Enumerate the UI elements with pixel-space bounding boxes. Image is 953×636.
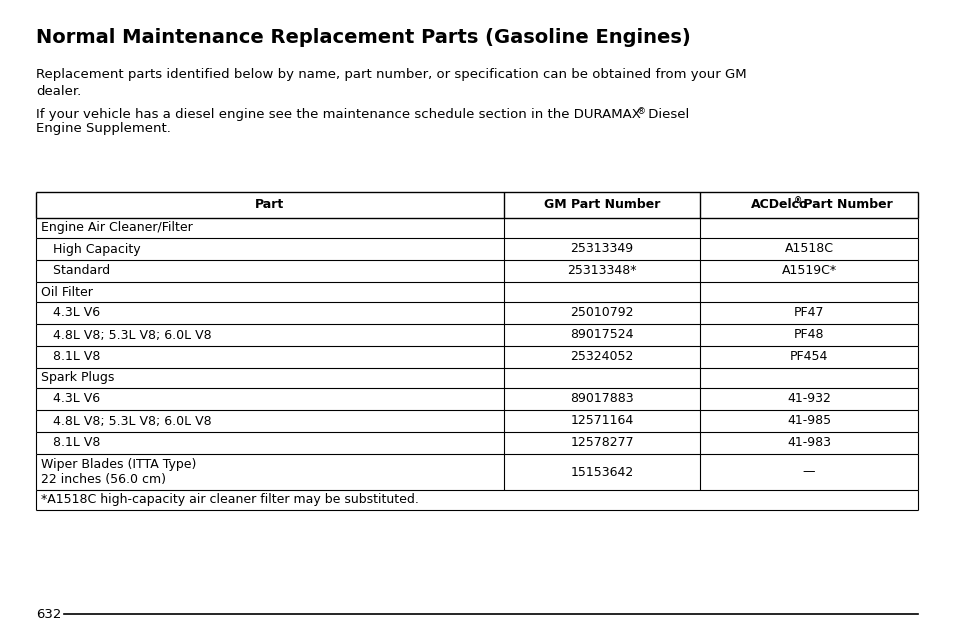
Text: 25010792: 25010792	[570, 307, 633, 319]
Text: 15153642: 15153642	[570, 466, 633, 478]
Text: 4.8L V8; 5.3L V8; 6.0L V8: 4.8L V8; 5.3L V8; 6.0L V8	[41, 329, 212, 342]
Text: 4.3L V6: 4.3L V6	[41, 392, 100, 406]
Text: 12571164: 12571164	[570, 415, 633, 427]
Text: Engine Supplement.: Engine Supplement.	[36, 122, 171, 135]
Text: 41-983: 41-983	[786, 436, 830, 450]
Text: ACDelco: ACDelco	[750, 198, 807, 212]
Text: Part: Part	[255, 198, 284, 212]
Text: Standard: Standard	[41, 265, 110, 277]
Text: PF454: PF454	[789, 350, 827, 364]
Text: *A1518C high-capacity air cleaner filter may be substituted.: *A1518C high-capacity air cleaner filter…	[41, 494, 418, 506]
Text: GM Part Number: GM Part Number	[543, 198, 659, 212]
Text: ®: ®	[793, 197, 801, 205]
Text: 8.1L V8: 8.1L V8	[41, 436, 100, 450]
Text: 25313348*: 25313348*	[567, 265, 636, 277]
Text: ®: ®	[637, 107, 645, 116]
Text: 4.3L V6: 4.3L V6	[41, 307, 100, 319]
Text: 41-985: 41-985	[786, 415, 830, 427]
Text: 25313349: 25313349	[570, 242, 633, 256]
Text: Replacement parts identified below by name, part number, or specification can be: Replacement parts identified below by na…	[36, 68, 746, 98]
Text: Diesel: Diesel	[643, 108, 688, 121]
Text: 12578277: 12578277	[570, 436, 633, 450]
Text: 89017524: 89017524	[570, 329, 633, 342]
Text: PF47: PF47	[793, 307, 823, 319]
Text: 89017883: 89017883	[570, 392, 633, 406]
Text: A1519C*: A1519C*	[781, 265, 836, 277]
Text: Wiper Blades (ITTA Type): Wiper Blades (ITTA Type)	[41, 457, 196, 471]
Text: High Capacity: High Capacity	[41, 242, 140, 256]
Text: Engine Air Cleaner/Filter: Engine Air Cleaner/Filter	[41, 221, 193, 235]
Text: Spark Plugs: Spark Plugs	[41, 371, 114, 385]
Text: 22 inches (56.0 cm): 22 inches (56.0 cm)	[41, 473, 166, 487]
Text: PF48: PF48	[793, 329, 823, 342]
Text: If your vehicle has a diesel engine see the maintenance schedule section in the : If your vehicle has a diesel engine see …	[36, 108, 640, 121]
Text: Normal Maintenance Replacement Parts (Gasoline Engines): Normal Maintenance Replacement Parts (Ga…	[36, 28, 690, 47]
Text: 8.1L V8: 8.1L V8	[41, 350, 100, 364]
Text: Part Number: Part Number	[799, 198, 892, 212]
Text: 41-932: 41-932	[786, 392, 830, 406]
Text: Oil Filter: Oil Filter	[41, 286, 92, 298]
Text: —: —	[801, 466, 815, 478]
Text: 25324052: 25324052	[570, 350, 633, 364]
Text: A1518C: A1518C	[783, 242, 833, 256]
Text: 4.8L V8; 5.3L V8; 6.0L V8: 4.8L V8; 5.3L V8; 6.0L V8	[41, 415, 212, 427]
Text: 632: 632	[36, 607, 61, 621]
